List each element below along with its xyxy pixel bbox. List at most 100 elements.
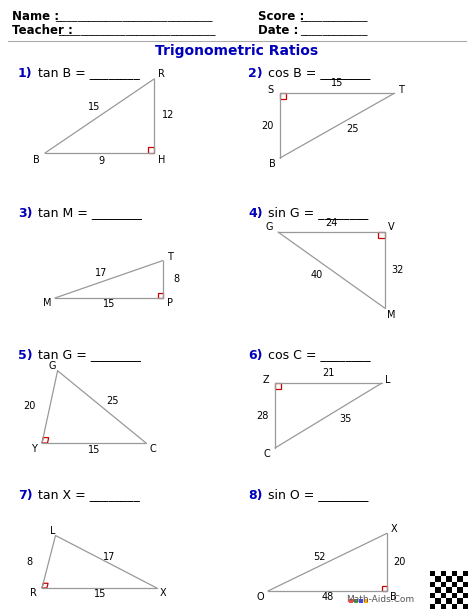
Text: B: B <box>33 154 40 165</box>
Bar <box>452 571 457 576</box>
Text: 21: 21 <box>322 368 335 378</box>
Text: cos B = ________: cos B = ________ <box>268 66 370 80</box>
Text: 24: 24 <box>325 218 337 227</box>
Text: Date :: Date : <box>258 25 298 37</box>
Text: 52: 52 <box>313 552 326 562</box>
Text: O: O <box>256 592 264 601</box>
Bar <box>430 593 436 598</box>
Bar <box>354 599 358 603</box>
Bar <box>436 582 441 587</box>
Text: 8): 8) <box>248 489 263 501</box>
Bar <box>436 587 441 593</box>
Text: C: C <box>149 444 156 454</box>
Bar <box>430 576 436 582</box>
Text: 20: 20 <box>393 557 405 567</box>
Text: 40: 40 <box>311 270 323 280</box>
Text: sin O = ________: sin O = ________ <box>268 489 368 501</box>
Bar <box>452 582 457 587</box>
Bar <box>452 598 457 604</box>
Text: 8: 8 <box>173 274 180 284</box>
Bar <box>457 593 463 598</box>
Bar <box>457 598 463 604</box>
Text: 25: 25 <box>106 395 118 406</box>
Text: 2): 2) <box>248 66 263 80</box>
Bar <box>457 576 463 582</box>
Text: 1): 1) <box>18 66 33 80</box>
Text: 5): 5) <box>18 349 33 362</box>
Bar <box>430 604 436 609</box>
Bar <box>463 593 468 598</box>
Bar <box>463 604 468 609</box>
Text: 15: 15 <box>331 78 343 88</box>
Bar <box>457 587 463 593</box>
Text: Score :: Score : <box>258 10 304 23</box>
Bar <box>447 604 452 609</box>
Bar <box>457 582 463 587</box>
Bar <box>430 582 436 587</box>
Text: H: H <box>157 154 165 165</box>
Bar <box>463 598 468 604</box>
Text: 17: 17 <box>95 268 107 278</box>
Text: S: S <box>268 85 274 94</box>
Text: 25: 25 <box>346 124 359 134</box>
Text: Y: Y <box>31 444 37 454</box>
Bar <box>441 576 447 582</box>
Text: 3): 3) <box>18 207 33 219</box>
Bar <box>436 571 441 576</box>
Bar <box>452 587 457 593</box>
Bar <box>436 598 441 604</box>
Bar <box>457 571 463 576</box>
Text: 48: 48 <box>321 592 334 603</box>
Text: 15: 15 <box>103 299 115 309</box>
Text: 7): 7) <box>18 489 33 501</box>
Text: V: V <box>388 223 394 232</box>
Text: X: X <box>390 524 397 535</box>
Bar <box>436 593 441 598</box>
Text: 20: 20 <box>23 402 35 411</box>
Bar <box>359 599 363 603</box>
Bar <box>447 598 452 604</box>
Text: R: R <box>30 588 37 598</box>
Text: 15: 15 <box>88 102 100 112</box>
Text: tan G = ________: tan G = ________ <box>38 349 141 362</box>
Text: C: C <box>264 449 271 459</box>
Text: M: M <box>387 310 395 319</box>
Text: 15: 15 <box>88 445 100 455</box>
Bar <box>463 587 468 593</box>
Text: R: R <box>158 69 164 79</box>
Text: ____________________________: ____________________________ <box>55 12 212 22</box>
Text: ____________: ____________ <box>300 12 367 22</box>
Bar <box>447 576 452 582</box>
Text: B: B <box>390 592 397 601</box>
Text: 6): 6) <box>248 349 263 362</box>
Text: T: T <box>167 252 173 262</box>
Bar <box>463 576 468 582</box>
Bar <box>441 593 447 598</box>
Text: 28: 28 <box>256 411 268 421</box>
Bar <box>441 582 447 587</box>
Text: tan M = ________: tan M = ________ <box>38 207 142 219</box>
Text: Trigonometric Ratios: Trigonometric Ratios <box>155 44 319 58</box>
Text: L: L <box>50 526 55 536</box>
Bar <box>447 571 452 576</box>
Bar <box>436 576 441 582</box>
Text: P: P <box>167 299 173 308</box>
Text: 8: 8 <box>27 557 33 567</box>
Bar <box>349 599 353 603</box>
Text: sin G = ________: sin G = ________ <box>268 207 368 219</box>
Text: B: B <box>269 159 275 169</box>
Bar <box>447 587 452 593</box>
Text: 17: 17 <box>103 552 116 562</box>
Bar <box>430 598 436 604</box>
Text: M: M <box>43 299 51 308</box>
Text: G: G <box>265 223 273 232</box>
Bar <box>463 571 468 576</box>
Bar <box>447 582 452 587</box>
Bar <box>457 604 463 609</box>
Bar <box>436 604 441 609</box>
Bar <box>452 604 457 609</box>
Text: Math-Aids.Com: Math-Aids.Com <box>346 595 414 604</box>
Bar <box>441 604 447 609</box>
Bar <box>452 593 457 598</box>
Text: 12: 12 <box>162 110 174 120</box>
